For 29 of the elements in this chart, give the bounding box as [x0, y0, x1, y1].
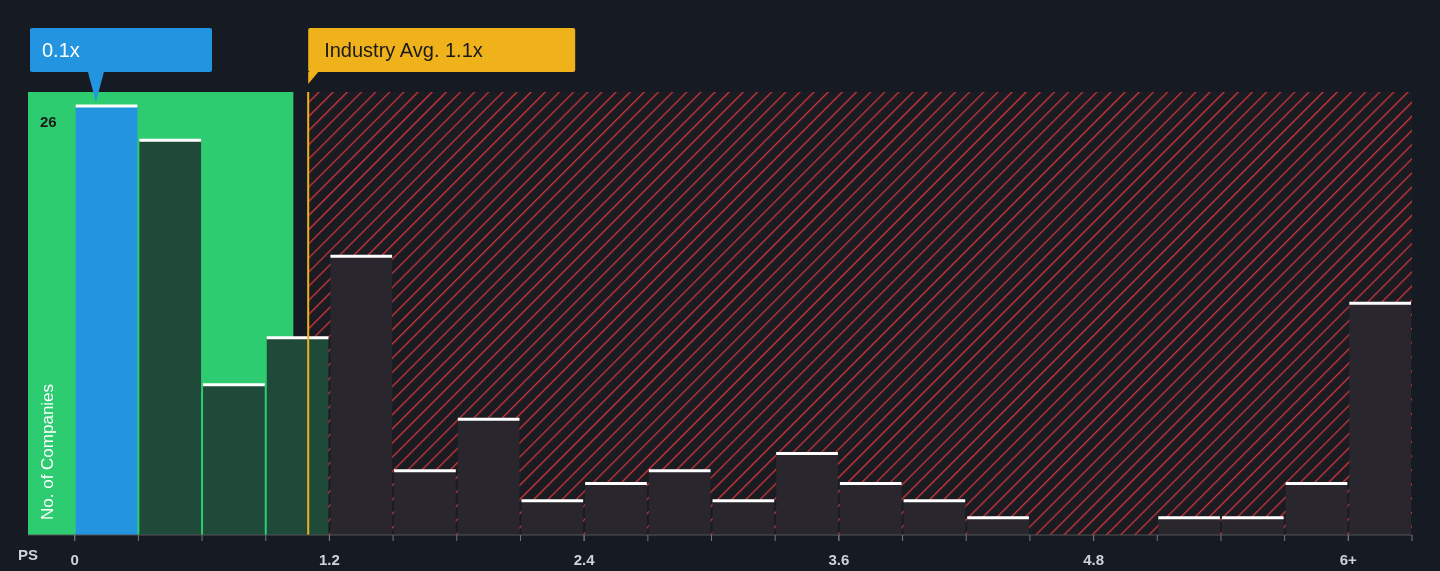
bar	[711, 499, 776, 537]
x-axis-title: PS	[17, 546, 39, 564]
bar	[392, 469, 458, 537]
bar	[519, 499, 585, 537]
y-axis-title: No. of Companies	[38, 383, 57, 520]
bar	[328, 254, 394, 537]
annotation: 0.1x	[42, 39, 80, 61]
bar	[1284, 482, 1349, 537]
bar	[265, 336, 330, 537]
ref-line-label: Industry Avg. 1.1x	[324, 39, 483, 61]
bar	[1220, 516, 1286, 537]
bar	[1347, 301, 1413, 537]
bar	[902, 499, 967, 537]
bar	[838, 482, 904, 537]
bar	[456, 417, 521, 537]
x-tick-label: 3.6	[828, 551, 850, 568]
x-tick-label: 1.2	[318, 551, 340, 568]
bar	[965, 516, 1031, 537]
bar	[201, 383, 267, 537]
annotation: 26	[40, 113, 57, 130]
bar	[647, 469, 713, 537]
bar	[583, 482, 649, 537]
x-tick-label: 0	[70, 551, 79, 568]
bar	[137, 138, 203, 537]
x-tick-label: 4.8	[1083, 551, 1105, 568]
bar	[1156, 516, 1222, 537]
bar	[774, 451, 840, 537]
x-tick-label: 2.4	[573, 551, 596, 568]
x-tick-label: 6+	[1339, 551, 1358, 568]
